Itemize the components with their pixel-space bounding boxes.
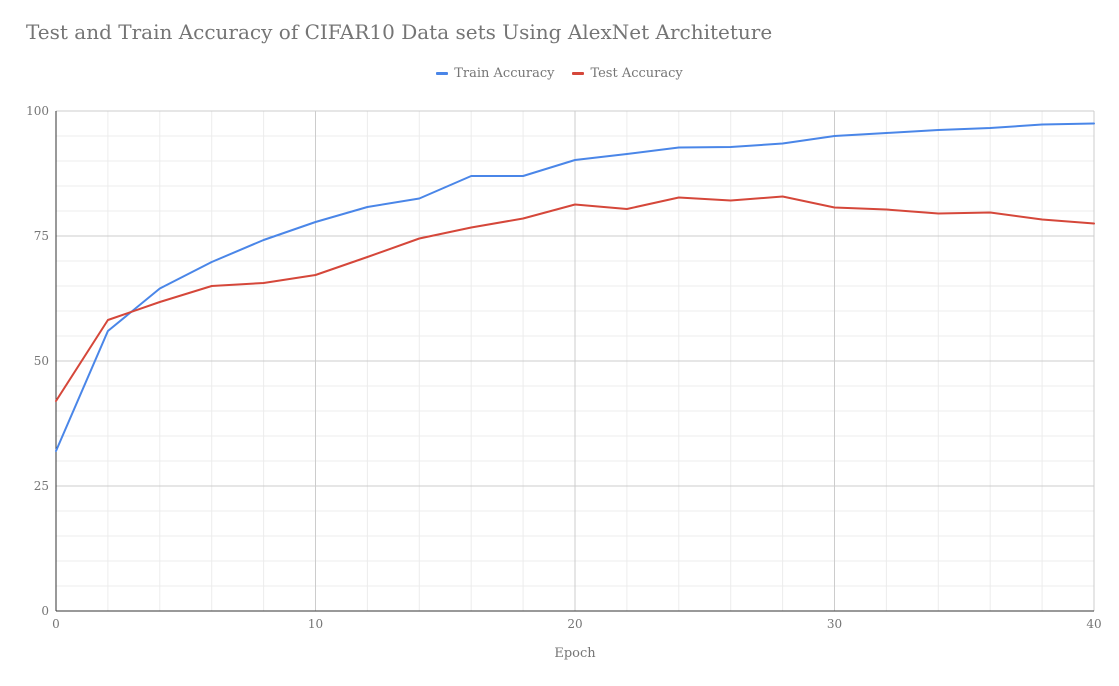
y-tick-label: 100 xyxy=(26,104,49,118)
legend-item-train[interactable]: Train Accuracy xyxy=(436,66,554,81)
series-line-test-accuracy[interactable] xyxy=(55,195,1095,402)
legend-label-test: Test Accuracy xyxy=(590,66,683,81)
legend-swatch-train xyxy=(436,72,449,75)
y-tick-label: 50 xyxy=(34,354,49,368)
legend-item-test[interactable]: Test Accuracy xyxy=(572,66,683,81)
grid-major xyxy=(56,110,1095,611)
chart-title: Test and Train Accuracy of CIFAR10 Data … xyxy=(26,20,773,44)
y-tick-label: 25 xyxy=(34,479,49,493)
x-axis-title: Epoch xyxy=(554,646,596,661)
x-tick-label: 40 xyxy=(1086,617,1101,631)
axes xyxy=(55,111,1094,612)
x-tick-label: 0 xyxy=(52,617,60,631)
series-lines xyxy=(55,122,1095,452)
series-line-train-accuracy[interactable] xyxy=(55,122,1095,452)
legend: Train Accuracy Test Accuracy xyxy=(0,66,1119,81)
x-tick-label: 10 xyxy=(308,617,323,631)
x-tick-label: 30 xyxy=(827,617,842,631)
y-tick-label: 75 xyxy=(34,229,49,243)
y-tick-label: 0 xyxy=(41,604,49,618)
tick-labels: 0 10 20 30 40 0 25 50 75 100 xyxy=(26,104,1102,631)
legend-swatch-test xyxy=(572,72,585,75)
legend-label-train: Train Accuracy xyxy=(454,66,555,81)
x-tick-label: 20 xyxy=(567,617,582,631)
